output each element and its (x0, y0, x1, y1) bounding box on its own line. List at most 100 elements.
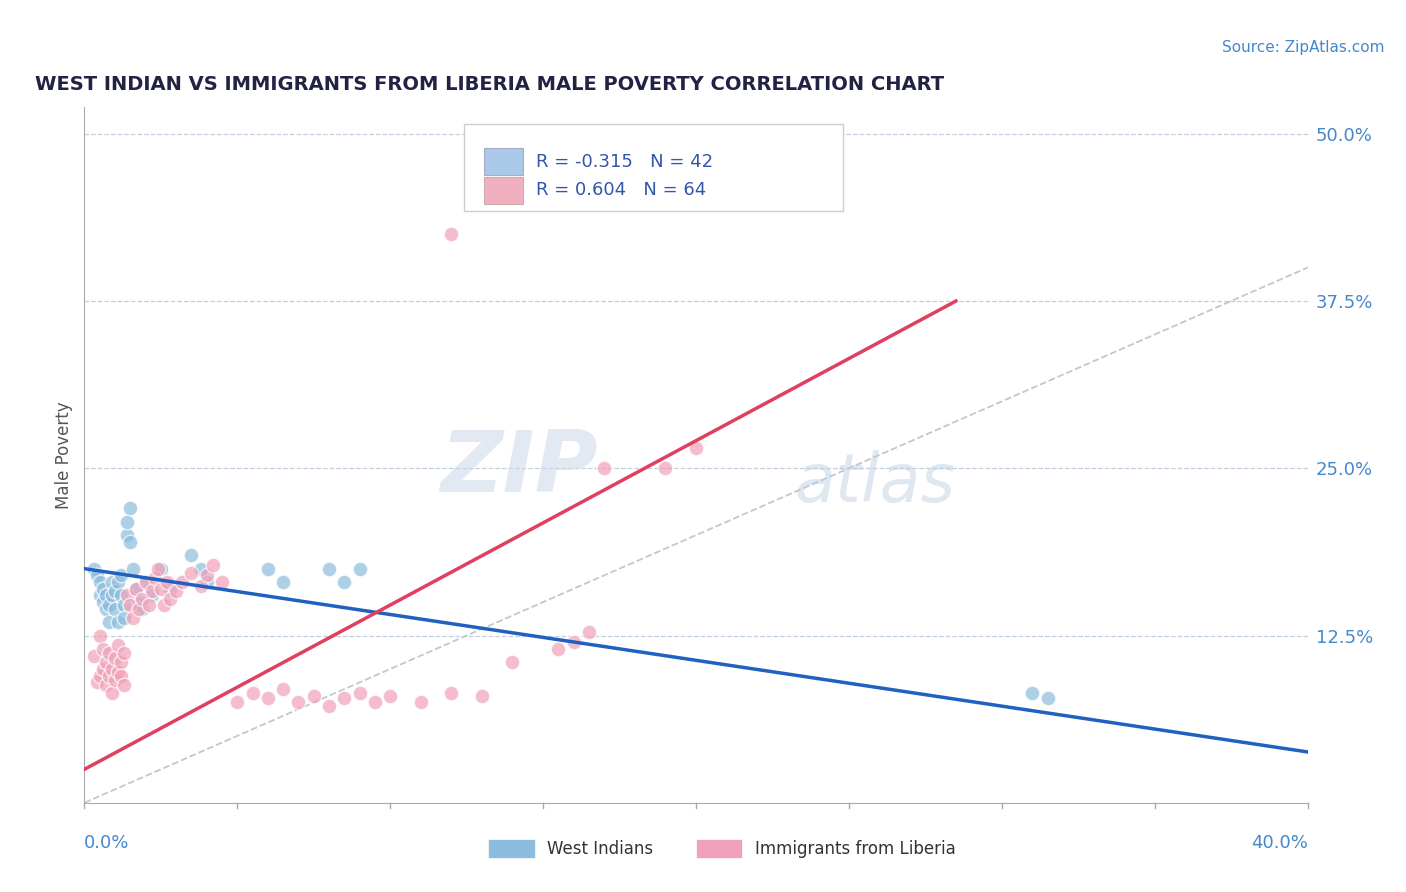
Point (86, 568, 108, 582)
Point (89, 628, 111, 642)
Point (409, 696, 432, 710)
Point (97, 615, 120, 630)
Point (107, 665, 129, 679)
Point (110, 669, 132, 683)
Point (94, 655, 117, 669)
Text: Source: ZipAtlas.com: Source: ZipAtlas.com (1222, 40, 1385, 55)
Point (226, 696, 249, 710)
Text: WEST INDIAN VS IMMIGRANTS FROM LIBERIA MALE POVERTY CORRELATION CHART: WEST INDIAN VS IMMIGRANTS FROM LIBERIA M… (35, 75, 945, 95)
Point (94, 678, 117, 692)
Point (94, 602, 117, 616)
Point (562, 635, 585, 649)
Point (159, 582, 181, 596)
Text: atlas: atlas (794, 450, 955, 516)
Point (101, 686, 124, 700)
Point (128, 602, 150, 616)
Point (138, 598, 160, 612)
Point (318, 562, 340, 576)
Point (257, 562, 280, 576)
Point (146, 562, 169, 576)
Text: ZIP: ZIP (440, 427, 598, 510)
Point (685, 442, 707, 455)
Point (440, 686, 463, 700)
Point (107, 575, 129, 590)
Bar (484, 148, 523, 175)
Point (440, 227, 463, 242)
Bar (696, 839, 742, 858)
Text: 0.0%: 0.0% (84, 834, 129, 852)
Point (120, 598, 142, 612)
Point (125, 582, 148, 596)
Point (110, 655, 132, 669)
Point (141, 589, 163, 603)
Y-axis label: Male Poverty: Male Poverty (55, 401, 73, 508)
Point (120, 501, 142, 516)
Point (257, 691, 280, 706)
Point (141, 584, 163, 599)
Point (97, 646, 120, 660)
Point (242, 686, 264, 700)
Point (91, 662, 114, 676)
Text: 40.0%: 40.0% (1251, 834, 1308, 852)
Point (180, 548, 202, 563)
Bar (484, 178, 523, 203)
Point (654, 461, 676, 475)
Point (91, 642, 114, 657)
Point (271, 681, 294, 696)
Point (333, 691, 356, 706)
FancyBboxPatch shape (464, 124, 842, 211)
Point (122, 562, 145, 576)
Point (101, 662, 124, 676)
Point (120, 534, 142, 549)
Point (165, 584, 187, 599)
Point (89, 575, 111, 590)
Point (104, 651, 127, 665)
Point (135, 575, 157, 590)
Bar (488, 839, 534, 858)
Point (190, 562, 212, 576)
Point (104, 584, 127, 599)
Point (502, 655, 524, 669)
Text: R = 0.604   N = 64: R = 0.604 N = 64 (536, 181, 706, 199)
Point (128, 595, 150, 609)
Point (1036, 691, 1059, 706)
Point (131, 602, 153, 616)
Point (380, 689, 402, 703)
Point (97, 598, 120, 612)
Point (97, 669, 120, 683)
Point (195, 575, 218, 590)
Point (83, 648, 105, 663)
Point (107, 638, 129, 652)
Point (89, 589, 111, 603)
Point (104, 602, 127, 616)
Point (112, 678, 135, 692)
Point (201, 558, 224, 572)
Point (1021, 686, 1043, 700)
Point (89, 669, 111, 683)
Point (135, 575, 157, 590)
Point (149, 562, 172, 576)
Point (190, 579, 212, 593)
Point (94, 589, 117, 603)
Point (101, 589, 124, 603)
Point (131, 592, 153, 607)
Point (83, 562, 105, 576)
Text: R = -0.315   N = 42: R = -0.315 N = 42 (536, 153, 713, 170)
Point (287, 696, 309, 710)
Point (153, 598, 176, 612)
Point (156, 575, 179, 590)
Point (318, 699, 340, 714)
Point (180, 566, 202, 580)
Point (91, 582, 114, 596)
Point (115, 528, 138, 542)
Point (349, 686, 371, 700)
Point (115, 515, 138, 529)
Point (159, 592, 181, 607)
Text: Immigrants from Liberia: Immigrants from Liberia (755, 840, 956, 858)
Point (107, 615, 129, 630)
Point (578, 624, 600, 639)
Point (349, 562, 371, 576)
Point (302, 689, 325, 703)
Point (110, 589, 132, 603)
Point (547, 642, 569, 657)
